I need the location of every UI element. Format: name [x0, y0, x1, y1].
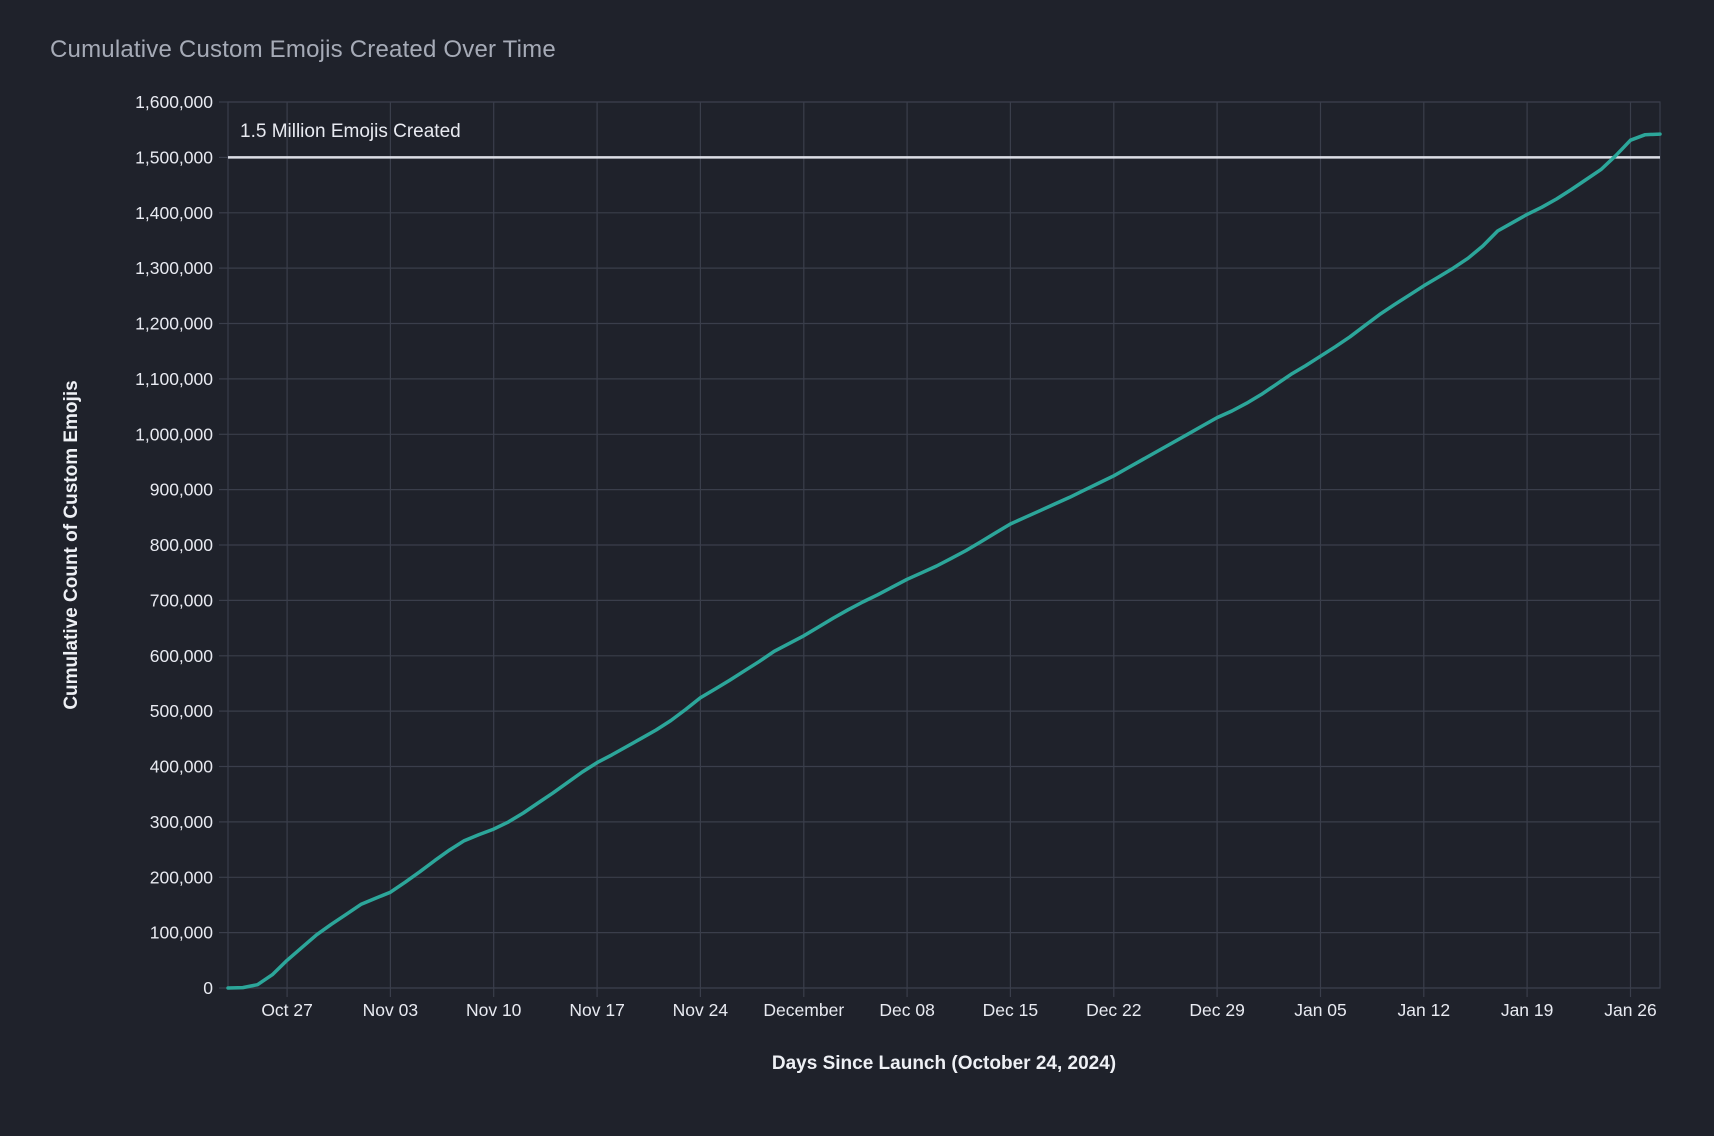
y-axis-title: Cumulative Count of Custom Emojis	[61, 380, 82, 710]
y-tick-label: 1,000,000	[135, 424, 213, 444]
y-tick-label: 100,000	[150, 923, 214, 943]
x-tick-label: Jan 26	[1604, 1000, 1657, 1020]
x-tick-label: December	[763, 1000, 844, 1020]
x-tick-label: Dec 29	[1189, 1000, 1244, 1020]
y-tick-label: 1,500,000	[135, 147, 213, 167]
x-tick-label: Jan 19	[1501, 1000, 1554, 1020]
x-tick-label: Nov 10	[466, 1000, 522, 1020]
reference-line-annotation: 1.5 Million Emojis Created	[240, 121, 461, 142]
y-tick-label: 900,000	[150, 480, 214, 500]
y-tick-label: 1,200,000	[135, 314, 213, 334]
x-tick-label: Nov 24	[673, 1000, 729, 1020]
x-tick-label: Oct 27	[261, 1000, 313, 1020]
gridlines	[228, 101, 1660, 989]
y-tick-label: 700,000	[150, 590, 214, 610]
tick-marks	[219, 101, 1632, 997]
y-tick-label: 1,600,000	[135, 92, 213, 112]
tick-labels: 0 100,000 200,000 300,000 400,000 500,000 600,…	[135, 92, 1657, 1020]
y-tick-label: 0	[203, 978, 213, 998]
y-tick-label: 1,400,000	[135, 203, 213, 223]
cumulative-emoji-line	[226, 132, 1662, 990]
x-tick-label: Dec 15	[983, 1000, 1038, 1020]
x-tick-label: Dec 22	[1086, 1000, 1141, 1020]
y-tick-label: 500,000	[150, 701, 214, 721]
x-tick-label: Jan 05	[1294, 1000, 1347, 1020]
x-tick-label: Jan 12	[1398, 1000, 1451, 1020]
x-tick-label: Dec 08	[879, 1000, 934, 1020]
x-tick-label: Nov 03	[363, 1000, 418, 1020]
x-axis-title: Days Since Launch (October 24, 2024)	[771, 1053, 1117, 1074]
y-tick-label: 600,000	[150, 646, 214, 666]
x-tick-label: Nov 17	[569, 1000, 624, 1020]
chart-title: Cumulative Custom Emojis Created Over Ti…	[50, 36, 556, 63]
y-tick-label: 1,100,000	[135, 369, 213, 389]
y-tick-label: 1,300,000	[135, 258, 213, 278]
y-tick-label: 800,000	[150, 535, 214, 555]
y-tick-label: 200,000	[150, 867, 214, 887]
y-tick-label: 300,000	[150, 812, 214, 832]
y-tick-label: 400,000	[150, 757, 214, 777]
